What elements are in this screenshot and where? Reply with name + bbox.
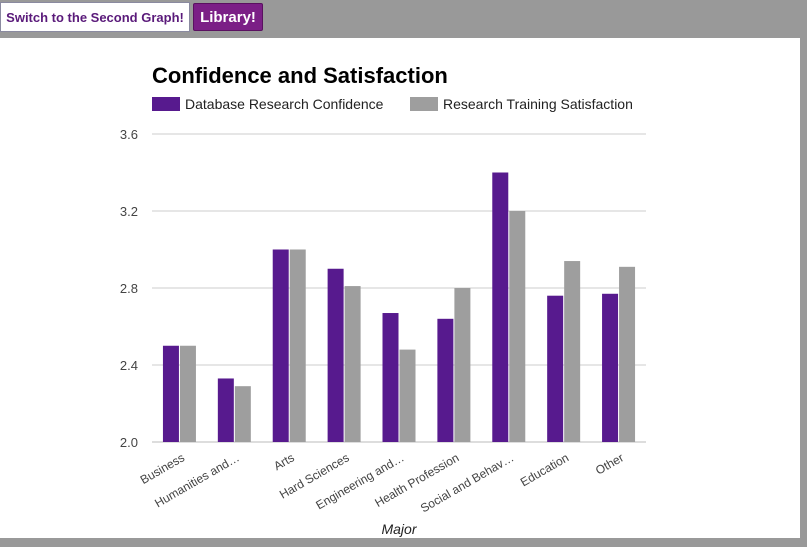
bar-confidence — [492, 172, 509, 442]
bar-confidence — [437, 318, 454, 442]
y-tick-label: 3.2 — [120, 204, 138, 219]
bar-satisfaction — [289, 249, 306, 442]
legend: Database Research Confidence Research Tr… — [152, 96, 633, 112]
bar-confidence — [272, 249, 289, 442]
bar-satisfaction — [619, 266, 636, 442]
bar-satisfaction — [454, 288, 471, 442]
x-tick-label: Other — [593, 450, 626, 477]
library-button[interactable]: Library! — [193, 3, 263, 31]
y-tick-label: 2.0 — [120, 435, 138, 450]
y-tick-label: 2.4 — [120, 358, 138, 373]
bar-satisfaction — [399, 349, 416, 442]
y-tick-label: 2.8 — [120, 281, 138, 296]
switch-graph-button[interactable]: Switch to the Second Graph! — [0, 2, 190, 32]
bar-confidence — [327, 268, 344, 442]
bar-satisfaction — [564, 261, 581, 442]
x-tick-label: Social and Behav… — [418, 450, 516, 515]
bars — [162, 172, 636, 442]
bar-confidence — [602, 293, 619, 442]
x-tick-label: Arts — [271, 450, 296, 473]
y-tick-label: 3.6 — [120, 127, 138, 142]
bar-satisfaction — [344, 286, 361, 442]
legend-swatch-series2 — [410, 97, 438, 111]
legend-label-series1: Database Research Confidence — [185, 96, 384, 112]
bar-chart: Confidence and Satisfaction Database Res… — [120, 63, 646, 537]
x-axis-label: Major — [381, 521, 417, 537]
chart-panel: Confidence and Satisfaction Database Res… — [0, 38, 800, 538]
x-tick-label: Education — [518, 450, 571, 489]
y-axis-ticks: 2.0 2.4 2.8 3.2 3.6 — [120, 127, 138, 450]
bar-satisfaction — [234, 386, 251, 442]
chart-title: Confidence and Satisfaction — [152, 63, 448, 88]
bar-confidence — [162, 345, 179, 442]
bar-confidence — [217, 378, 234, 442]
bar-confidence — [547, 295, 564, 442]
bar-satisfaction — [509, 211, 526, 442]
legend-swatch-series1 — [152, 97, 180, 111]
gridlines — [152, 133, 646, 443]
bar-satisfaction — [179, 345, 196, 442]
bottom-bar — [0, 538, 807, 547]
bar-confidence — [382, 313, 399, 442]
legend-label-series2: Research Training Satisfaction — [443, 96, 633, 112]
top-toolbar: Switch to the Second Graph! Library! — [0, 0, 807, 38]
